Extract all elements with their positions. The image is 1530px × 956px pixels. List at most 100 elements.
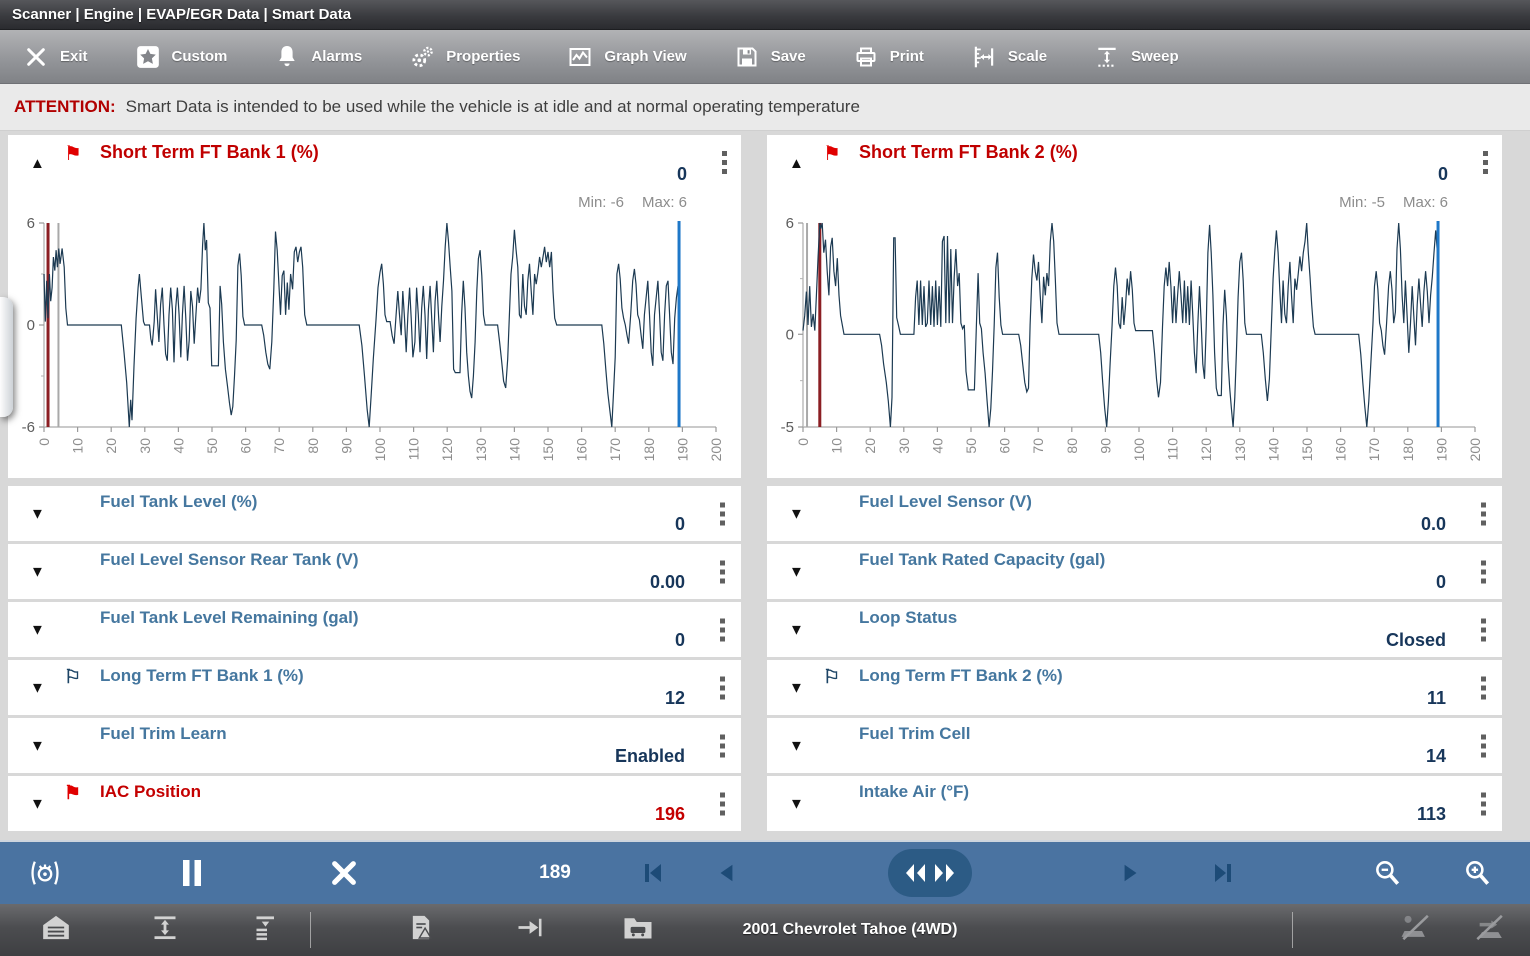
param-row-fuel-trim-learn[interactable]: ▼ Fuel Trim Learn Enabled — [8, 718, 741, 773]
svg-text:90: 90 — [1097, 438, 1113, 454]
expand-arrow-icon[interactable]: ▼ — [30, 795, 45, 812]
expand-arrow-icon[interactable]: ▼ — [30, 505, 45, 522]
expand-arrow-icon[interactable]: ▼ — [30, 563, 45, 580]
alarm-flag-icon[interactable]: ⚑ — [64, 143, 82, 165]
step-back-button[interactable] — [715, 861, 737, 885]
svg-text:200: 200 — [1467, 438, 1483, 462]
param-value: 11 — [1426, 688, 1446, 708]
row-menu-icon[interactable] — [1481, 676, 1486, 699]
codes-report-button[interactable] — [406, 914, 436, 947]
param-row-fuel-level-sensor-rear[interactable]: ▼ Fuel Level Sensor Rear Tank (V) 0.00 — [8, 544, 741, 599]
custom-button[interactable]: Custom — [122, 38, 240, 76]
expand-arrow-icon[interactable]: ▼ — [789, 505, 804, 522]
flag-icon[interactable]: ⚐ — [64, 667, 82, 688]
chart-max: Max: 6 — [1402, 194, 1448, 211]
svg-text:0: 0 — [795, 438, 811, 446]
chart-current-value: 0 — [1437, 164, 1448, 184]
row-menu-icon[interactable] — [1481, 560, 1486, 583]
sort-list-button[interactable] — [252, 914, 282, 947]
attention-text: Smart Data is intended to be used while … — [125, 97, 860, 116]
alarm-flag-icon[interactable]: ⚑ — [64, 783, 82, 804]
expand-arrow-icon[interactable]: ▼ — [30, 737, 45, 754]
zoom-out-icon — [1376, 861, 1400, 885]
svg-text:160: 160 — [1333, 438, 1349, 462]
properties-button[interactable]: Properties — [396, 38, 532, 76]
row-menu-icon[interactable] — [720, 618, 725, 641]
param-row-fuel-tank-remaining[interactable]: ▼ Fuel Tank Level Remaining (gal) 0 — [8, 602, 741, 657]
row-menu-icon[interactable] — [720, 676, 725, 699]
play-button[interactable] — [1120, 861, 1142, 885]
graph-view-button[interactable]: Graph View — [554, 38, 698, 76]
row-menu-icon[interactable] — [1483, 151, 1488, 174]
save-button[interactable]: Save — [721, 38, 818, 76]
vehicle-records-button[interactable] — [622, 914, 654, 946]
row-menu-icon[interactable] — [720, 560, 725, 583]
svg-text:30: 30 — [137, 438, 153, 454]
param-row-fuel-tank-capacity[interactable]: ▼ Fuel Tank Rated Capacity (gal) 0 — [767, 544, 1502, 599]
frame-counter: 189 — [539, 862, 571, 883]
expand-arrow-icon[interactable]: ▼ — [789, 679, 804, 696]
param-row-fuel-level-sensor[interactable]: ▼ Fuel Level Sensor (V) 0.0 — [767, 486, 1502, 541]
svg-text:0: 0 — [786, 326, 794, 343]
zoom-out-button[interactable] — [1372, 858, 1402, 888]
row-menu-icon[interactable] — [1481, 792, 1486, 815]
pause-button[interactable] — [180, 858, 204, 888]
flag-icon[interactable]: ⚐ — [823, 667, 841, 688]
expand-arrow-icon[interactable]: ▼ — [789, 795, 804, 812]
param-value: Enabled — [614, 746, 685, 766]
alarms-button[interactable]: Alarms — [261, 38, 374, 76]
scale-button[interactable]: Scale — [958, 38, 1059, 76]
svg-text:20: 20 — [862, 438, 878, 454]
chart-plot-bank2[interactable]: 60-50 10 20 30 40 50 60 70 80 90 100 110 120 130 140 15… — [773, 215, 1485, 473]
param-row-fuel-trim-cell[interactable]: ▼ Fuel Trim Cell 14 — [767, 718, 1502, 773]
sweep-button[interactable]: Sweep — [1081, 38, 1191, 76]
param-label: IAC Position — [100, 782, 202, 801]
row-menu-icon[interactable] — [722, 151, 727, 174]
row-menu-icon[interactable] — [720, 502, 725, 525]
collapse-arrow-icon[interactable]: ▲ — [789, 155, 804, 172]
param-label: Fuel Trim Cell — [859, 724, 971, 743]
print-button[interactable]: Print — [840, 38, 936, 76]
expand-arrow-icon[interactable]: ▼ — [789, 737, 804, 754]
zoom-in-button[interactable] — [1462, 858, 1492, 888]
svg-text:0: 0 — [27, 317, 35, 334]
expand-arrow-icon[interactable]: ▼ — [789, 621, 804, 638]
expand-arrow-icon[interactable]: ▼ — [789, 563, 804, 580]
chart-plot-bank1[interactable]: 60-60 10 20 30 40 50 60 70 80 90 100 110 120 130 140 15… — [14, 215, 726, 473]
home-button[interactable] — [40, 914, 72, 947]
connect-button[interactable] — [514, 914, 544, 947]
skip-to-end-button[interactable] — [1210, 861, 1236, 885]
alarm-flag-icon[interactable]: ⚑ — [823, 143, 841, 165]
skip-to-start-button[interactable] — [640, 861, 666, 885]
stop-button[interactable] — [330, 859, 358, 887]
exit-button[interactable]: Exit — [10, 38, 100, 76]
param-label: Long Term FT Bank 1 (%) — [100, 666, 304, 685]
param-row-intake-air[interactable]: ▼ Intake Air (°F) 113 — [767, 776, 1502, 831]
graph-view-label: Graph View — [604, 48, 687, 65]
row-menu-icon[interactable] — [1481, 734, 1486, 757]
row-menu-icon[interactable] — [720, 792, 725, 815]
snapshot-button[interactable] — [28, 858, 62, 888]
side-panel-handle[interactable] — [0, 297, 13, 417]
scrub-rewind-forward-button[interactable] — [888, 849, 972, 897]
row-menu-icon[interactable] — [720, 734, 725, 757]
svg-text:-6: -6 — [22, 419, 35, 436]
expand-arrow-icon[interactable]: ▼ — [30, 679, 45, 696]
svg-text:50: 50 — [963, 438, 979, 454]
sweep-ruler-icon — [1093, 44, 1121, 70]
collapse-arrow-icon[interactable]: ▲ — [30, 155, 45, 172]
svg-text:90: 90 — [338, 438, 354, 454]
param-row-loop-status[interactable]: ▼ Loop Status Closed — [767, 602, 1502, 657]
svg-text:150: 150 — [540, 438, 556, 462]
row-menu-icon[interactable] — [1481, 502, 1486, 525]
param-row-iac-position[interactable]: ▼ ⚑ IAC Position 196 — [8, 776, 741, 831]
param-row-fuel-tank-level[interactable]: ▼ Fuel Tank Level (%) 0 — [8, 486, 741, 541]
expand-arrow-icon[interactable]: ▼ — [30, 621, 45, 638]
param-row-long-term-ft-bank2[interactable]: ▼ ⚐ Long Term FT Bank 2 (%) 11 — [767, 660, 1502, 715]
statusbar-divider — [310, 912, 311, 948]
svg-text:110: 110 — [406, 438, 422, 461]
expand-collapse-button[interactable] — [150, 914, 180, 947]
param-row-long-term-ft-bank1[interactable]: ▼ ⚐ Long Term FT Bank 1 (%) 12 — [8, 660, 741, 715]
chart-minmax: Min: -6 Max: 6 — [560, 194, 687, 211]
row-menu-icon[interactable] — [1481, 618, 1486, 641]
